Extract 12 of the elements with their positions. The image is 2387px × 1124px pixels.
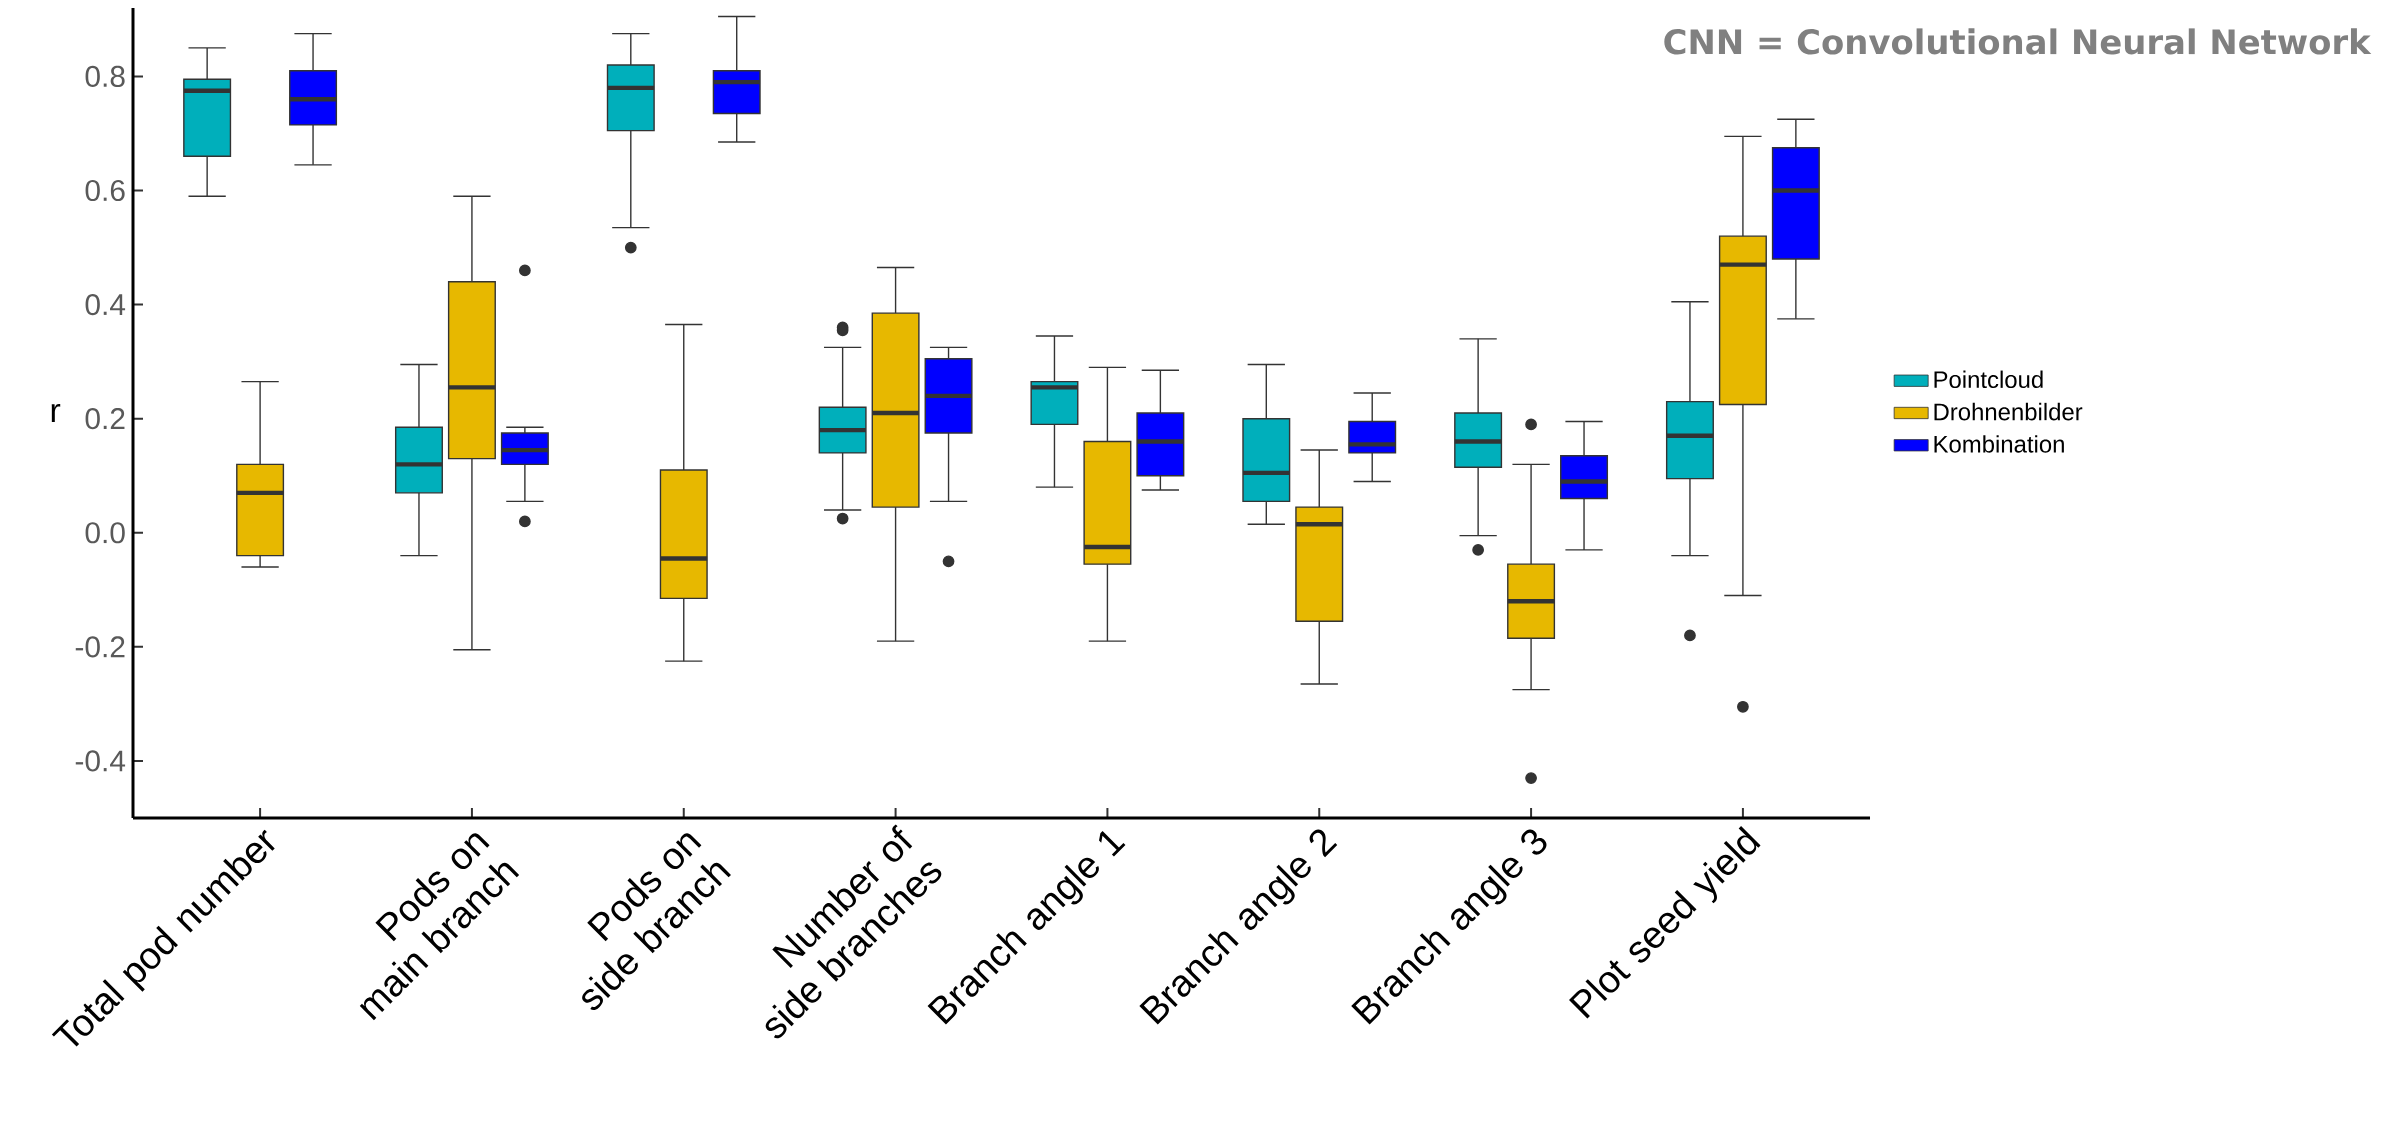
y-tick-label: 0.2 — [85, 408, 125, 430]
y-tick-label: 0.8 — [85, 65, 125, 87]
y-tick-label: -0.2 — [75, 636, 125, 658]
y-tick-label: 0.4 — [85, 294, 126, 316]
legend-label: Kombination — [1934, 435, 2064, 453]
legend-label: Pointcloud — [1934, 370, 2043, 389]
legend-label: Drohnenbilder — [1934, 402, 2083, 421]
y-axis-title: r — [51, 403, 61, 423]
y-tick-label: 0.0 — [85, 522, 125, 544]
y-tick-label: 0.6 — [85, 179, 125, 202]
y-tick-label: -0.4 — [75, 750, 126, 772]
annotation: CNN = Convolutional Neural Network — [1664, 28, 2372, 55]
